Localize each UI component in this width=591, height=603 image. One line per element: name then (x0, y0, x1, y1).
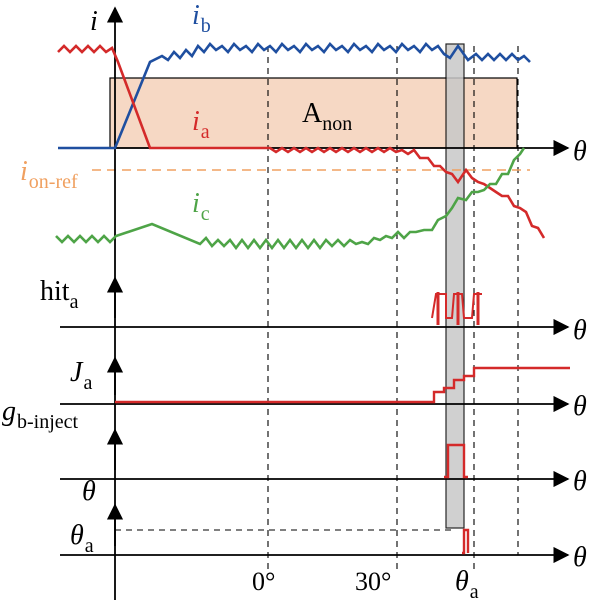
theta-a-y-label: θa (70, 520, 94, 557)
g-inject-pulse (444, 443, 468, 479)
ja-curve (115, 366, 570, 404)
tick-30deg: 30° (355, 567, 391, 596)
theta-axis-label-5: θ (573, 542, 587, 573)
y-axis-label-i: i (90, 6, 98, 37)
tick-theta-a: θa (455, 566, 479, 603)
g-b-inject-label: gb-inject (2, 396, 79, 433)
theta-axis-label-1: θ (573, 136, 587, 167)
i-on-ref-label: ion-ref (20, 156, 78, 193)
ib-curve (58, 42, 531, 150)
ic-curve (55, 147, 526, 251)
area-a-non-label: Anon (302, 98, 352, 135)
j-a-label: Ja (70, 357, 92, 394)
ib-label: ib (192, 0, 211, 37)
ic-label: ic (192, 188, 210, 225)
hit-pulse-frame (431, 293, 482, 319)
theta-a-highlight-band (445, 43, 465, 529)
theta-axis-label-3: θ (573, 391, 587, 422)
theta-axis-label-4: θ (573, 466, 587, 497)
axes (60, 6, 570, 600)
theta-axis-label-2: θ (573, 315, 587, 346)
ia-label: ia (192, 106, 210, 143)
tick-0deg: 0° (252, 567, 275, 596)
hit-markers (436, 292, 480, 325)
theta-a-step (462, 528, 470, 555)
dashed-vertical-markers (115, 46, 519, 572)
hit-a-label: hita (40, 276, 79, 313)
theta-y-label: θ (82, 476, 96, 507)
